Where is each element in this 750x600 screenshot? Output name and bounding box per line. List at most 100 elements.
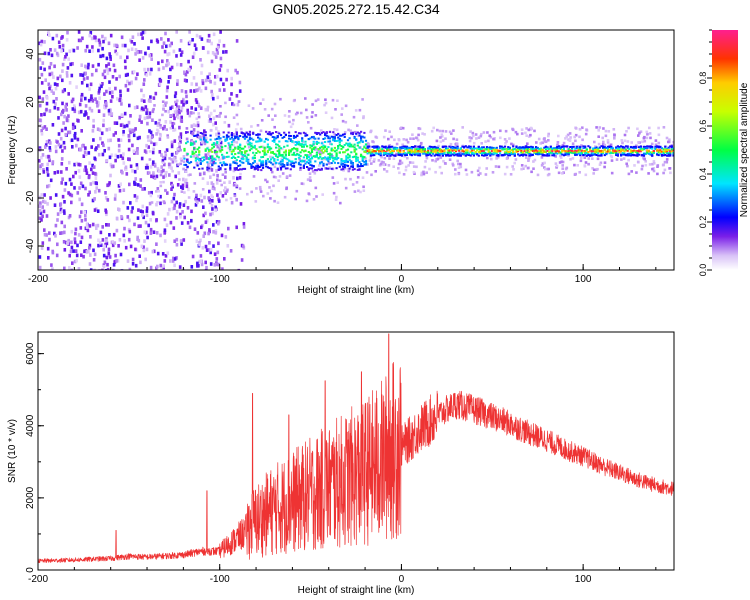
colorbar-label: Normalized spectral amplitude — [739, 82, 750, 217]
heatmap-cell — [186, 111, 190, 115]
heatmap-cell — [49, 62, 53, 66]
heatmap-cell — [495, 149, 498, 152]
heatmap-cell — [263, 152, 266, 154]
heatmap-cell — [91, 163, 94, 168]
heatmap-cell — [148, 115, 152, 119]
heatmap-cell — [480, 142, 483, 145]
heatmap-cell — [252, 165, 255, 168]
heatmap-cell — [212, 96, 215, 101]
heatmap-cell — [560, 160, 563, 163]
heatmap-cell — [128, 128, 132, 132]
heatmap-cell — [597, 129, 600, 132]
heatmap-cell — [646, 133, 649, 136]
heatmap-cell — [150, 201, 154, 204]
heatmap-cell — [57, 116, 60, 120]
heatmap-cell — [80, 92, 84, 97]
heatmap-cell — [555, 164, 559, 168]
heatmap-cell — [309, 161, 312, 164]
heatmap-cell — [173, 257, 177, 261]
heatmap-cell — [105, 159, 109, 163]
heatmap-cell — [559, 151, 562, 154]
heatmap-cell — [451, 147, 454, 150]
heatmap-cell — [57, 132, 61, 136]
heatmap-cell — [89, 182, 93, 186]
heatmap-cell — [70, 200, 73, 205]
heatmap-cell — [278, 154, 281, 157]
heatmap-cell — [76, 243, 79, 248]
heatmap-cell — [191, 151, 194, 154]
heatmap-cell — [278, 152, 281, 155]
y-tick-label: -20 — [25, 190, 36, 205]
heatmap-cell — [525, 149, 528, 152]
heatmap-cell — [451, 164, 455, 167]
heatmap-cell — [275, 153, 278, 156]
heatmap-cell — [133, 42, 136, 46]
heatmap-cell — [145, 209, 149, 213]
heatmap-cell — [363, 131, 366, 134]
heatmap-cell — [315, 148, 319, 151]
heatmap-cell — [78, 148, 82, 152]
heatmap-cell — [143, 239, 146, 243]
heatmap-cell — [499, 152, 502, 155]
heatmap-cell — [234, 162, 237, 164]
heatmap-cell — [245, 158, 248, 161]
heatmap-cell — [505, 153, 508, 156]
heatmap-cell — [247, 143, 250, 146]
heatmap-cell — [372, 160, 376, 163]
heatmap-cell — [141, 30, 145, 35]
heatmap-cell — [301, 149, 304, 152]
heatmap-cell — [163, 231, 166, 235]
heatmap-cell — [139, 209, 143, 213]
heatmap-cell — [150, 141, 153, 145]
heatmap-cell — [203, 136, 206, 139]
heatmap-cell — [80, 129, 83, 133]
heatmap-cell — [449, 149, 453, 152]
heatmap-cell — [226, 188, 229, 192]
heatmap-cell — [517, 150, 520, 153]
heatmap-cell — [554, 147, 557, 150]
heatmap-cell — [548, 150, 551, 153]
heatmap-cell — [250, 125, 253, 128]
heatmap-cell — [306, 145, 309, 148]
heatmap-cell — [342, 168, 345, 171]
heatmap-cell — [351, 145, 354, 148]
heatmap-cell — [418, 127, 422, 131]
heatmap-cell — [556, 150, 559, 153]
heatmap-cell — [497, 154, 500, 157]
heatmap-cell — [307, 178, 310, 181]
heatmap-cell — [448, 151, 451, 154]
heatmap-cell — [165, 95, 169, 99]
heatmap-cell — [239, 127, 243, 131]
heatmap-cell — [266, 158, 269, 161]
heatmap-cell — [422, 152, 425, 155]
heatmap-cell — [520, 164, 524, 167]
heatmap-cell — [145, 108, 149, 112]
heatmap-cell — [145, 213, 149, 217]
heatmap-cell — [227, 135, 230, 138]
heatmap-cell — [48, 72, 52, 77]
heatmap-cell — [209, 247, 213, 252]
heatmap-cell — [103, 75, 107, 80]
heatmap-cell — [157, 61, 160, 65]
heatmap-cell — [276, 158, 279, 161]
heatmap-cell — [559, 156, 563, 159]
heatmap-cell — [207, 152, 210, 156]
heatmap-cell — [479, 172, 482, 175]
heatmap-cell — [88, 262, 92, 266]
heatmap-cell — [307, 121, 310, 124]
heatmap-cell — [482, 154, 485, 157]
heatmap-cell — [471, 134, 475, 138]
heatmap-cell — [214, 55, 218, 59]
heatmap-cell — [38, 57, 42, 62]
heatmap-cell — [571, 150, 574, 153]
heatmap-cell — [200, 262, 204, 267]
heatmap-cell — [41, 97, 45, 101]
heatmap-cell — [165, 148, 169, 152]
heatmap-cell — [288, 120, 291, 124]
heatmap-cell — [99, 243, 103, 247]
heatmap-cell — [361, 158, 364, 161]
heatmap-cell — [81, 36, 84, 41]
heatmap-cell — [179, 162, 182, 166]
heatmap-cell — [173, 192, 176, 197]
heatmap-cell — [109, 99, 113, 103]
